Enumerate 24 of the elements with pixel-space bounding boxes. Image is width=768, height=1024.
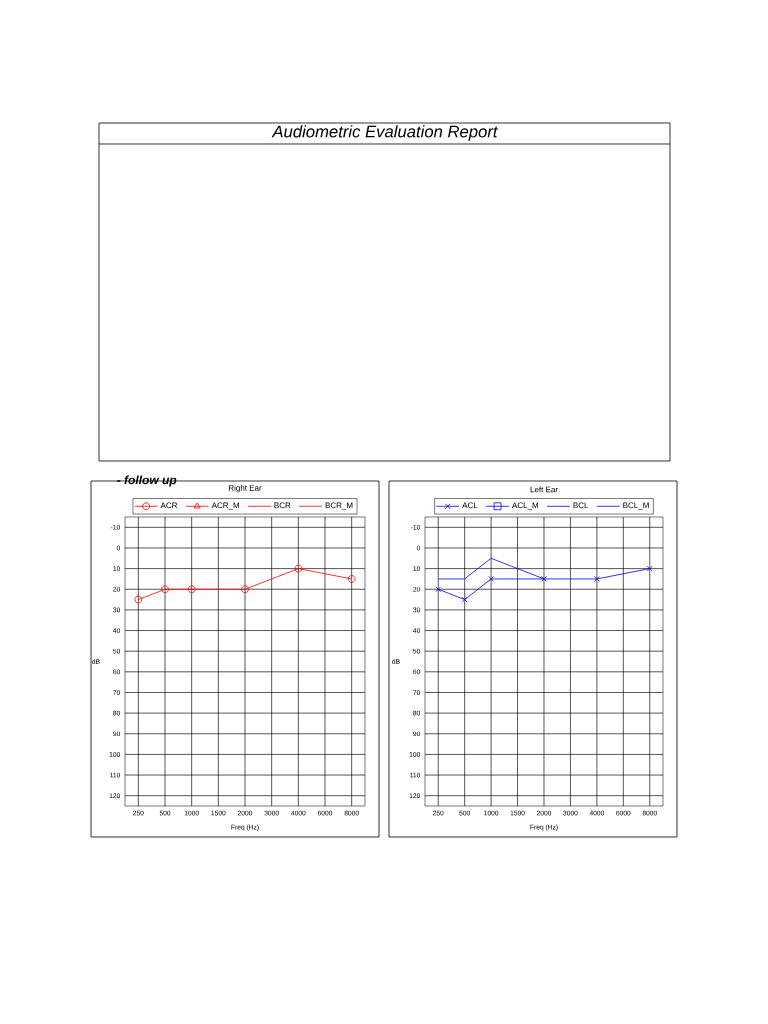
legend-label: ACL xyxy=(462,502,478,509)
legend-label: ACL_M xyxy=(512,502,539,510)
point xyxy=(134,595,143,604)
point xyxy=(541,576,547,582)
text: - follow up xyxy=(117,475,177,487)
legend-label: ACR_M xyxy=(211,502,240,510)
chart-title: Right Ear xyxy=(228,484,262,493)
point xyxy=(294,564,303,573)
point xyxy=(646,565,653,572)
chart-title: Left Ear xyxy=(530,486,558,493)
point xyxy=(435,586,442,593)
point xyxy=(461,596,468,603)
point xyxy=(161,585,169,594)
point xyxy=(488,576,494,582)
point xyxy=(187,585,196,594)
legend-label: BCL_M xyxy=(623,502,649,510)
legend-label: BCR_M xyxy=(325,502,353,510)
point xyxy=(241,585,249,594)
legend-label: ACR xyxy=(160,502,178,509)
text: Audiometric Evaluation Report xyxy=(271,125,499,141)
legend-label: BCR xyxy=(274,502,291,509)
legend-label: BCL xyxy=(573,502,589,509)
point xyxy=(347,575,356,583)
point xyxy=(594,576,600,582)
